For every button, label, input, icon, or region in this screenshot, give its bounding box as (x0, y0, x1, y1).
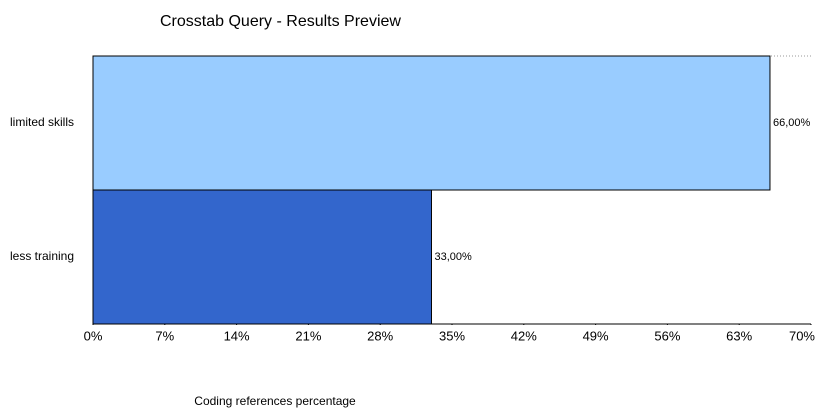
x-tick-label: 14% (224, 328, 250, 343)
bar (92, 189, 432, 325)
x-tick-label: 56% (654, 328, 680, 343)
x-tick-label: 0% (84, 328, 103, 343)
x-tick-label: 21% (295, 328, 321, 343)
x-axis-label: Coding references percentage (194, 394, 356, 408)
bar (92, 55, 771, 191)
x-tick-label: 70% (789, 328, 815, 343)
x-tick-label: 35% (439, 328, 465, 343)
x-tick-label: 63% (726, 328, 752, 343)
value-label: 66,00% (773, 117, 811, 129)
value-label: 33,00% (434, 251, 472, 263)
chart-title: Crosstab Query - Results Preview (160, 13, 401, 30)
y-tick-label: limited skills (10, 115, 74, 129)
x-tick-label: 49% (583, 328, 609, 343)
x-tick-label: 28% (367, 328, 393, 343)
x-tick-label: 7% (155, 328, 174, 343)
y-tick-label: less training (10, 249, 74, 263)
x-tick-label: 42% (511, 328, 537, 343)
